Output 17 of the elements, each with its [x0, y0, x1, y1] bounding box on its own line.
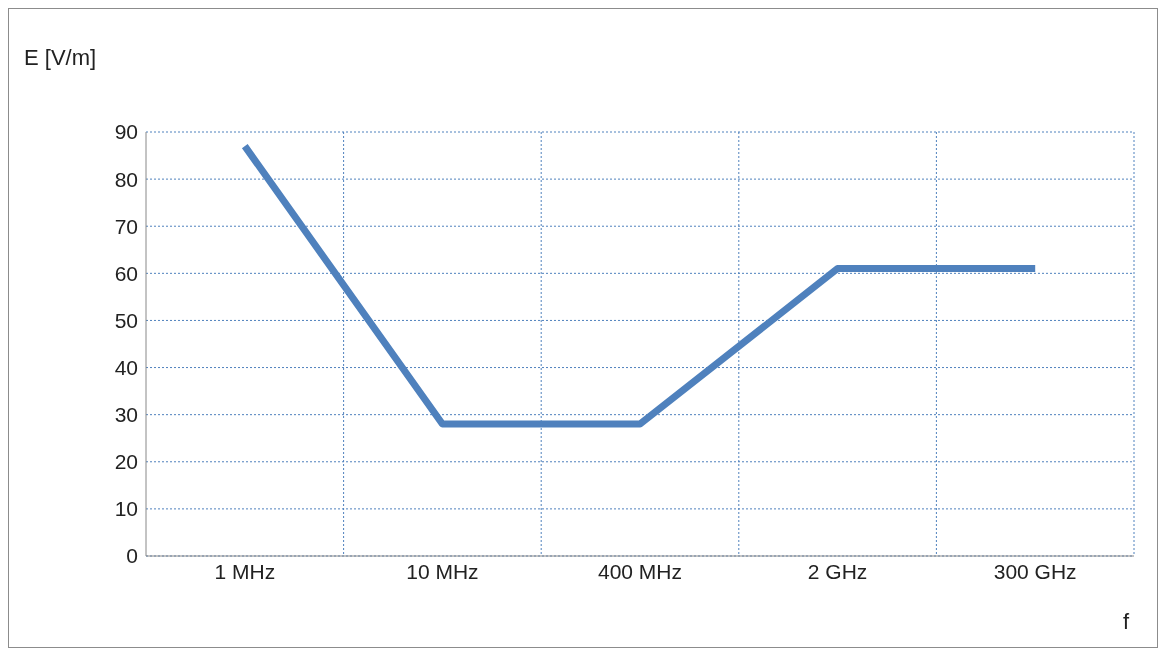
y-tick-label: 90: [114, 120, 138, 144]
y-tick-label: 50: [114, 308, 138, 332]
x-tick-label: 1 MHz: [214, 559, 276, 583]
y-tick-label: 0: [126, 544, 138, 568]
y-tick-label: 80: [114, 167, 138, 191]
y-tick-label: 70: [114, 214, 138, 238]
x-axis-title: f: [1122, 609, 1129, 635]
y-tick-label: 30: [114, 403, 138, 427]
y-tick-label: 60: [114, 261, 138, 285]
y-tick-label: 10: [114, 497, 138, 521]
y-tick-label: 40: [114, 356, 138, 380]
x-tick-label: 300 GHz: [993, 559, 1077, 583]
y-axis-title: E [V/m]: [24, 45, 97, 71]
x-tick-label: 2 GHz: [807, 559, 868, 583]
x-tick-label: 400 MHz: [597, 559, 683, 583]
x-tick-label: 10 MHz: [406, 559, 479, 583]
y-tick-label: 20: [114, 450, 138, 474]
